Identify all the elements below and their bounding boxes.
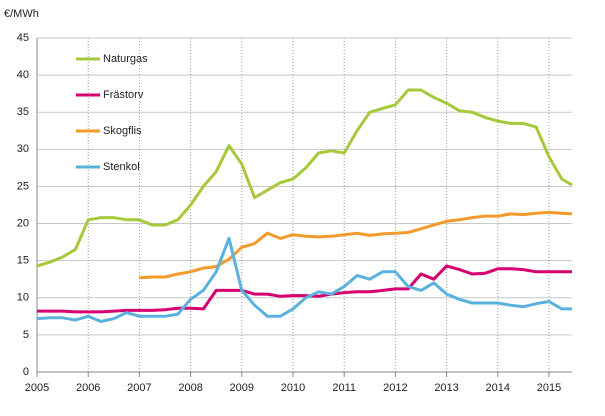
x-tick-label: 2011 [332,382,356,394]
y-tick-label: 45 [17,32,29,44]
legend-label: Skogflis [103,125,142,137]
x-tick-label: 2009 [230,382,254,394]
line-series [36,236,572,323]
y-tick-label: 40 [17,69,29,81]
line-series [139,210,573,280]
legend-label: Naturgas [103,53,148,65]
y-tick-label: 0 [23,366,29,378]
y-tick-label: 30 [17,143,29,155]
x-tick-label: 2013 [434,382,458,394]
y-tick-label: 10 [17,292,29,304]
y-tick-label: 5 [23,329,29,341]
x-tick-label: 2012 [383,382,407,394]
line-series [37,264,572,314]
y-tick-label: 20 [17,217,29,229]
x-tick-label: 2006 [76,382,100,394]
x-tick-label: 2014 [486,382,510,394]
y-axis-label: €/MWh [4,8,39,20]
line-series [36,88,573,268]
legend-label: Frästorv [103,89,144,101]
y-tick-label: 25 [17,180,29,192]
x-tick-label: 2008 [178,382,202,394]
legend-label: Stenkol [103,161,140,173]
y-tick-label: 15 [17,255,29,267]
y-tick-label: 35 [17,106,29,118]
x-tick-label: 2010 [281,382,305,394]
x-tick-label: 2007 [127,382,151,394]
x-tick-label: 2015 [537,382,561,394]
x-tick-label: 2005 [25,382,49,394]
